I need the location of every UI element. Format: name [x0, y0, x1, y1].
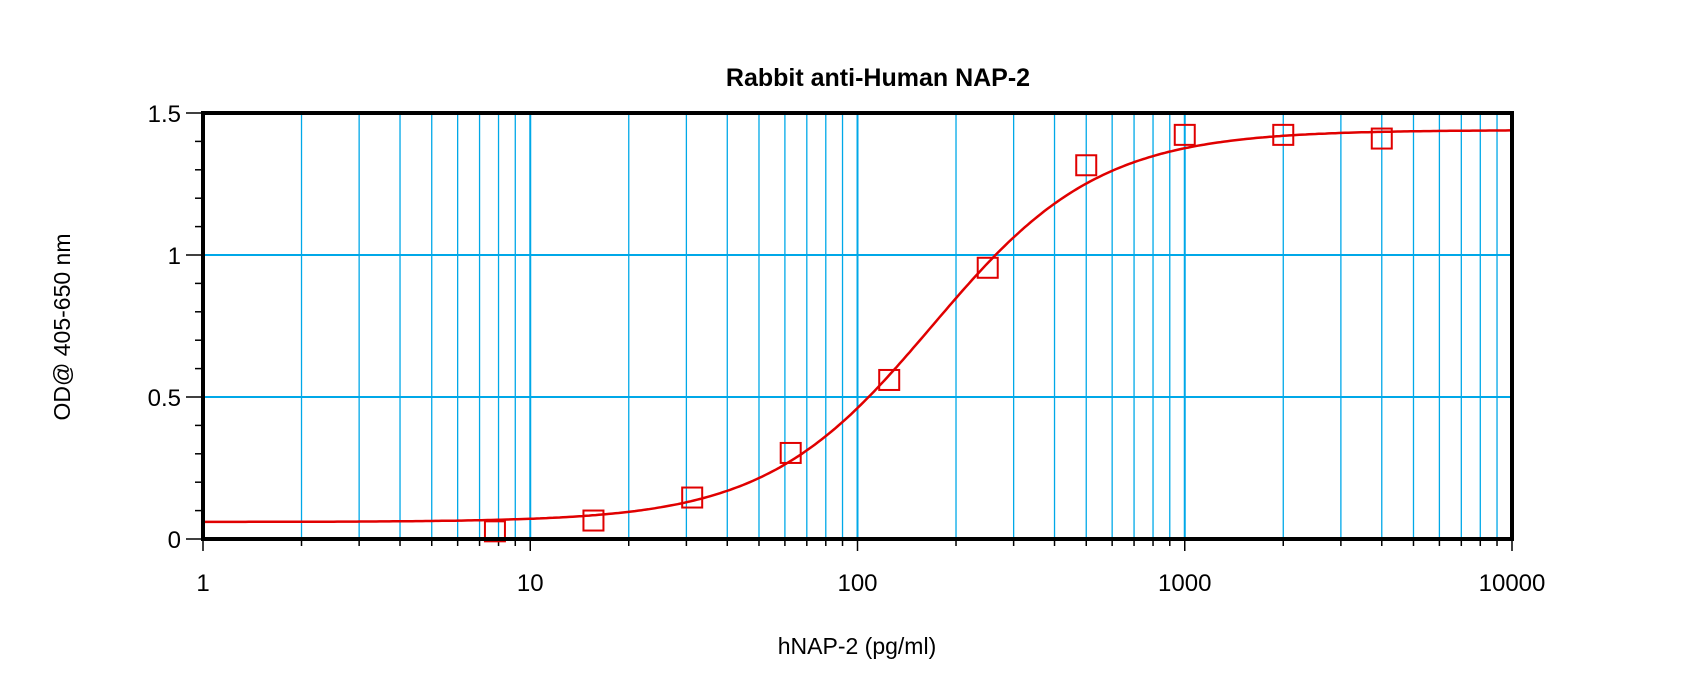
x-tick-label: 100	[837, 570, 877, 597]
x-tick-label: 10	[517, 570, 544, 597]
x-tick-label: 10000	[1479, 570, 1546, 597]
y-tick-label: 1.5	[148, 101, 181, 128]
plot-border	[201, 111, 1514, 541]
data-point	[976, 256, 999, 279]
x-tick-label: 1000	[1158, 570, 1211, 597]
data-point	[878, 368, 901, 391]
data-point	[779, 441, 802, 464]
data-point	[1370, 127, 1393, 150]
x-tick-label: 1	[196, 570, 209, 597]
y-tick-label: 1	[168, 243, 181, 270]
plot-frame	[201, 111, 1514, 541]
x-axis-label: hNAP-2 (pg/ml)	[778, 633, 936, 659]
data-point	[1173, 123, 1196, 146]
axis-ticks	[186, 112, 1513, 551]
y-tick-label: 0	[168, 527, 181, 554]
grid	[203, 113, 1512, 539]
data-points	[483, 123, 1393, 543]
y-tick-label: 0.5	[148, 385, 181, 412]
x-tick-labels: 1 10 100 1000 10000	[196, 570, 1545, 597]
y-axis-label: OD@ 405-650 nm	[49, 234, 75, 421]
data-point	[681, 486, 704, 509]
chart-title: Rabbit anti-Human NAP-2	[726, 64, 1030, 92]
y-tick-labels: 0 0.5 1 1.5	[148, 101, 181, 554]
data-point	[582, 509, 605, 532]
data-point	[1075, 154, 1098, 177]
data-point	[1272, 123, 1295, 146]
data-point	[483, 520, 506, 543]
